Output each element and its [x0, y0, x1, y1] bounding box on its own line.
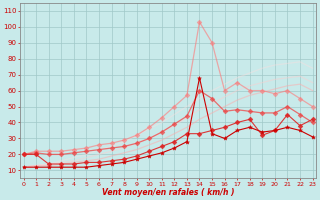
X-axis label: Vent moyen/en rafales ( km/h ): Vent moyen/en rafales ( km/h ) [102, 188, 234, 197]
